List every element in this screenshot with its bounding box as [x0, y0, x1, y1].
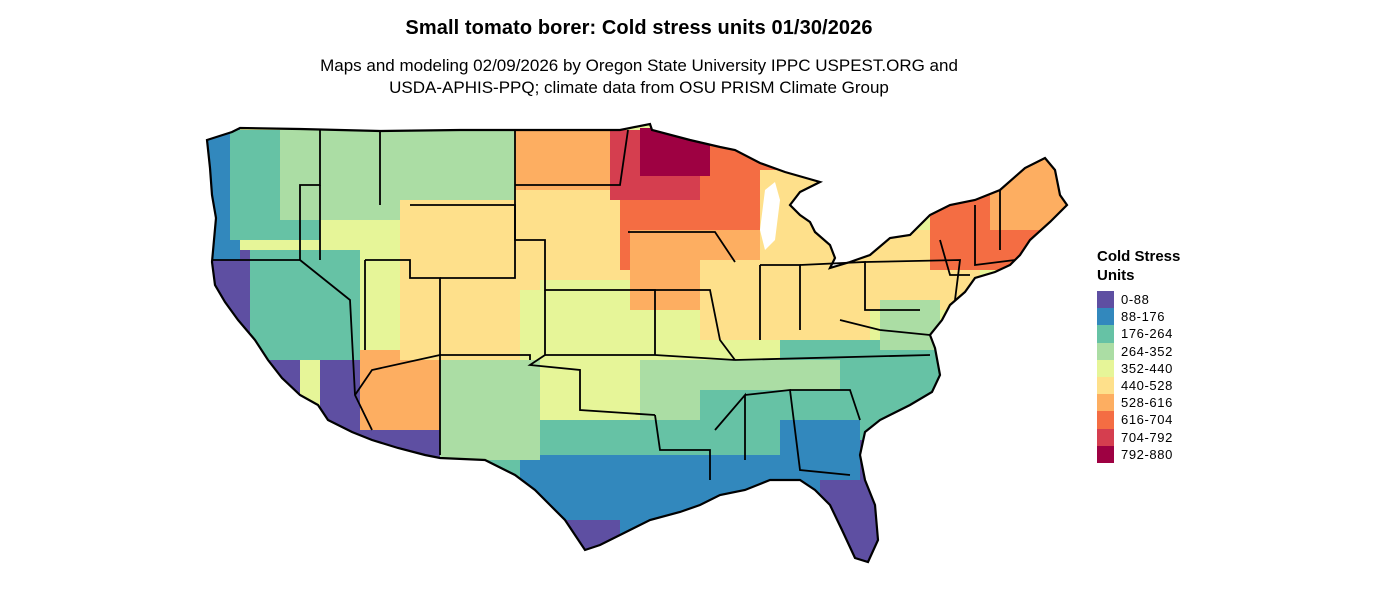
legend-swatch [1097, 342, 1114, 360]
legend-swatch [1097, 411, 1114, 429]
legend-item: 264-352 [1097, 342, 1217, 360]
state-boundaries [212, 129, 1016, 480]
legend-item: 440-528 [1097, 376, 1217, 395]
legend-label: 176-264 [1121, 326, 1173, 342]
map-title: Small tomato borer: Cold stress units 01… [405, 17, 873, 39]
legend-item: 176-264 [1097, 325, 1217, 343]
legend-swatch [1097, 394, 1114, 412]
legend-swatch [1097, 359, 1114, 377]
legend-item: 528-616 [1097, 394, 1217, 412]
legend-swatch [1097, 376, 1114, 395]
cold-stress-surface [207, 124, 1067, 562]
legend-label: 0-88 [1121, 292, 1150, 308]
legend-item: 0-88 [1097, 291, 1217, 309]
legend-title-line-1: Cold Stress [1097, 248, 1181, 265]
map-subtitle: Maps and modeling 02/09/2026 by Oregon S… [0, 55, 1278, 99]
legend-label: 528-616 [1121, 395, 1173, 411]
legend-swatch [1097, 445, 1114, 463]
legend-title: Cold Stress Units [1097, 247, 1217, 285]
subtitle-line-2: USDA-APHIS-PPQ; climate data from OSU PR… [389, 78, 889, 97]
legend-swatch [1097, 325, 1114, 343]
legend-title-line-2: Units [1097, 267, 1135, 284]
legend-label: 616-704 [1121, 412, 1173, 428]
legend-item: 352-440 [1097, 359, 1217, 377]
legend-swatch [1097, 291, 1114, 309]
legend-label: 88-176 [1121, 309, 1166, 325]
legend-item: 792-880 [1097, 445, 1217, 463]
legend-label: 704-792 [1121, 429, 1173, 445]
legend-swatch [1097, 428, 1114, 446]
legend-swatch [1097, 308, 1114, 326]
legend-label: 352-440 [1121, 360, 1173, 376]
us-cold-stress-map [205, 122, 1069, 564]
legend-label: 264-352 [1121, 343, 1173, 359]
subtitle-line-1: Maps and modeling 02/09/2026 by Oregon S… [320, 56, 958, 75]
legend-label: 440-528 [1121, 378, 1173, 394]
legend-item: 704-792 [1097, 428, 1217, 446]
legend-label: 792-880 [1121, 446, 1173, 462]
legend: Cold Stress Units 0-88 88-176 176-264 264-3… [1097, 247, 1217, 463]
legend-item: 88-176 [1097, 308, 1217, 326]
legend-items: 0-88 88-176 176-264 264-352 352-440 440-528 52… [1097, 291, 1217, 463]
legend-item: 616-704 [1097, 411, 1217, 429]
lake-michigan [760, 182, 780, 250]
